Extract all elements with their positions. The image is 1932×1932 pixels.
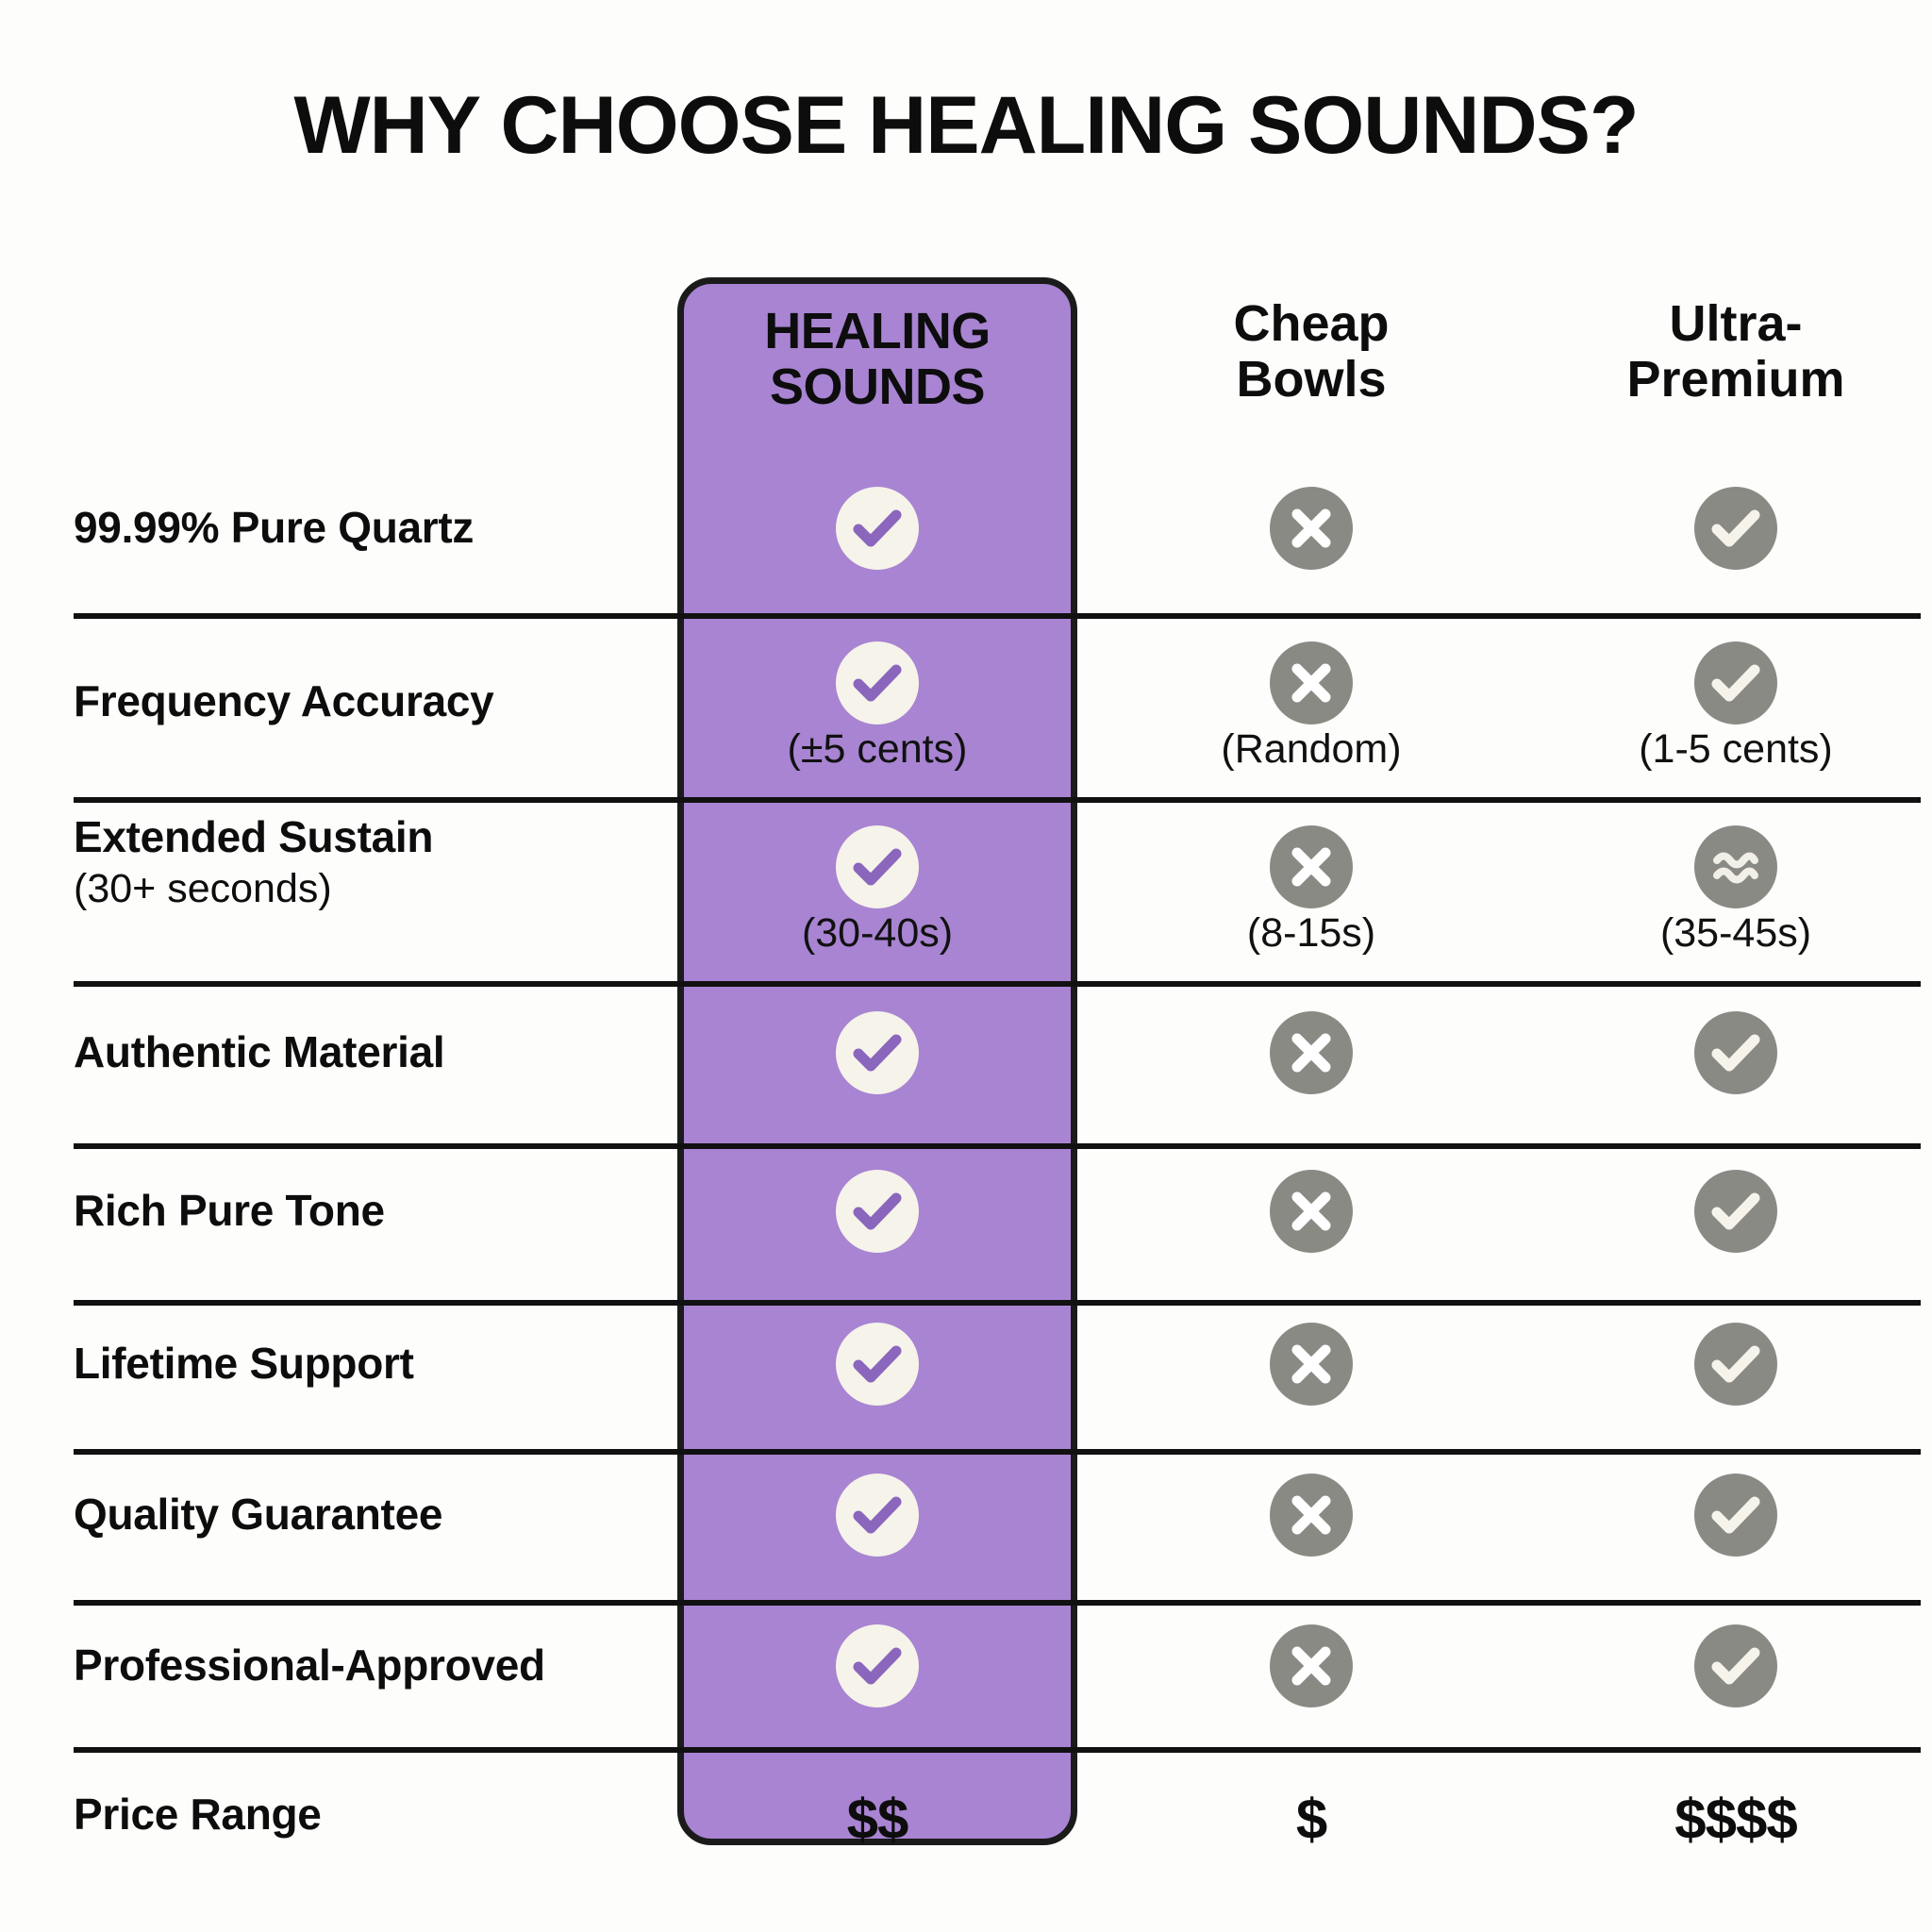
check-icon xyxy=(1694,1170,1777,1253)
row-label-lifetime-support: Lifetime Support xyxy=(74,1339,677,1389)
row-divider xyxy=(74,613,1921,619)
check-icon xyxy=(836,1474,919,1557)
row-label-text: Extended Sustain xyxy=(74,812,434,861)
cell-authentic-material-healing-sounds xyxy=(677,1011,1077,1094)
cell-frequency-accuracy-ultra-premium: (1-5 cents) xyxy=(1547,641,1924,773)
cell-authentic-material-cheap-bowls xyxy=(1113,1011,1509,1094)
row-label-extended-sustain: Extended Sustain (30+ seconds) xyxy=(74,812,677,911)
row-label-professional-approved: Professional-Approved xyxy=(74,1641,677,1690)
column-header-line1: Cheap xyxy=(1233,295,1390,352)
cell-professional-approved-ultra-premium xyxy=(1547,1624,1924,1707)
cell-frequency-accuracy-healing-sounds: (±5 cents) xyxy=(677,641,1077,773)
row-label-frequency-accuracy: Frequency Accuracy xyxy=(74,676,677,726)
table-header-row: HEALING SOUNDS Cheap Bowls Ultra- Premiu… xyxy=(0,277,1932,466)
check-icon xyxy=(836,487,919,570)
cell-quality-guarantee-ultra-premium xyxy=(1547,1474,1924,1557)
column-header-cheap-bowls: Cheap Bowls xyxy=(1113,295,1509,408)
row-divider xyxy=(74,797,1921,803)
check-icon xyxy=(836,1170,919,1253)
cell-price-range-ultra-premium: $$$$ xyxy=(1547,1787,1924,1852)
cell-note: (1-5 cents) xyxy=(1639,726,1833,772)
cell-professional-approved-healing-sounds xyxy=(677,1624,1077,1707)
row-label-text: Quality Guarantee xyxy=(74,1490,443,1539)
cell-rich-pure-tone-cheap-bowls xyxy=(1113,1170,1509,1253)
page-title: WHY CHOOSE HEALING SOUNDS? xyxy=(293,80,1640,171)
close-icon xyxy=(1270,1624,1353,1707)
check-icon xyxy=(1694,487,1777,570)
row-label-text: Price Range xyxy=(74,1790,322,1839)
row-label-text: Authentic Material xyxy=(74,1027,445,1076)
cell-note: (30-40s) xyxy=(801,910,954,956)
check-icon xyxy=(836,641,919,724)
row-divider xyxy=(74,1747,1921,1753)
close-icon xyxy=(1270,1170,1353,1253)
column-header-line2: Premium xyxy=(1626,351,1845,408)
row-divider xyxy=(74,1600,1921,1606)
check-icon xyxy=(1694,1011,1777,1094)
column-header-line1: Ultra- xyxy=(1669,295,1803,352)
close-icon xyxy=(1270,1011,1353,1094)
row-label-price-range: Price Range xyxy=(74,1790,677,1840)
cell-note: (±5 cents) xyxy=(787,726,968,772)
row-label-text: Professional-Approved xyxy=(74,1641,545,1690)
row-label-text: 99.99% Pure Quartz xyxy=(74,503,475,552)
cell-price-range-cheap-bowls: $ xyxy=(1113,1787,1509,1852)
column-header-line1: HEALING xyxy=(764,303,991,359)
column-header-line2: SOUNDS xyxy=(769,358,986,416)
cell-extended-sustain-cheap-bowls: (8-15s) xyxy=(1113,825,1509,957)
cell-pure-quartz-cheap-bowls xyxy=(1113,487,1509,570)
close-icon xyxy=(1270,641,1353,724)
cell-quality-guarantee-cheap-bowls xyxy=(1113,1474,1509,1557)
check-icon xyxy=(836,825,919,908)
row-sublabel-text: (30+ seconds) xyxy=(74,865,332,911)
row-label-rich-pure-tone: Rich Pure Tone xyxy=(74,1186,677,1236)
row-divider xyxy=(74,1300,1921,1306)
approximate-icon xyxy=(1694,825,1777,908)
cell-extended-sustain-ultra-premium: (35-45s) xyxy=(1547,825,1924,957)
cell-note: (Random) xyxy=(1221,726,1402,772)
cell-rich-pure-tone-ultra-premium xyxy=(1547,1170,1924,1253)
cell-note: (35-45s) xyxy=(1659,910,1812,956)
cell-extended-sustain-healing-sounds: (30-40s) xyxy=(677,825,1077,957)
check-icon xyxy=(836,1011,919,1094)
row-label-text: Frequency Accuracy xyxy=(74,676,494,725)
cell-professional-approved-cheap-bowls xyxy=(1113,1624,1509,1707)
row-label-quality-guarantee: Quality Guarantee xyxy=(74,1490,677,1540)
row-label-text: Lifetime Support xyxy=(74,1339,414,1388)
row-divider xyxy=(74,1143,1921,1149)
close-icon xyxy=(1270,1474,1353,1557)
cell-note: (8-15s) xyxy=(1246,910,1376,956)
close-icon xyxy=(1270,487,1353,570)
row-divider xyxy=(74,1449,1921,1455)
cell-authentic-material-ultra-premium xyxy=(1547,1011,1924,1094)
column-header-line2: Bowls xyxy=(1236,351,1387,408)
check-icon xyxy=(1694,1474,1777,1557)
column-header-healing-sounds: HEALING SOUNDS xyxy=(677,303,1077,416)
price-indicator: $ xyxy=(1295,1788,1327,1851)
close-icon xyxy=(1270,1323,1353,1406)
cell-lifetime-support-healing-sounds xyxy=(677,1323,1077,1406)
cell-lifetime-support-ultra-premium xyxy=(1547,1323,1924,1406)
price-indicator: $$$$ xyxy=(1674,1788,1797,1851)
check-icon xyxy=(1694,1323,1777,1406)
check-icon xyxy=(1694,641,1777,724)
check-icon xyxy=(836,1624,919,1707)
row-label-text: Rich Pure Tone xyxy=(74,1186,385,1235)
check-icon xyxy=(1694,1624,1777,1707)
cell-price-range-healing-sounds: $$ xyxy=(677,1787,1077,1852)
cell-quality-guarantee-healing-sounds xyxy=(677,1474,1077,1557)
row-label-authentic-material: Authentic Material xyxy=(74,1027,677,1077)
cell-pure-quartz-ultra-premium xyxy=(1547,487,1924,570)
row-divider xyxy=(74,981,1921,987)
cell-rich-pure-tone-healing-sounds xyxy=(677,1170,1077,1253)
price-indicator: $$ xyxy=(846,1788,909,1851)
row-label-pure-quartz: 99.99% Pure Quartz xyxy=(74,503,677,553)
cell-pure-quartz-healing-sounds xyxy=(677,487,1077,570)
column-header-ultra-premium: Ultra- Premium xyxy=(1547,295,1924,408)
check-icon xyxy=(836,1323,919,1406)
cell-frequency-accuracy-cheap-bowls: (Random) xyxy=(1113,641,1509,773)
cell-lifetime-support-cheap-bowls xyxy=(1113,1323,1509,1406)
close-icon xyxy=(1270,825,1353,908)
